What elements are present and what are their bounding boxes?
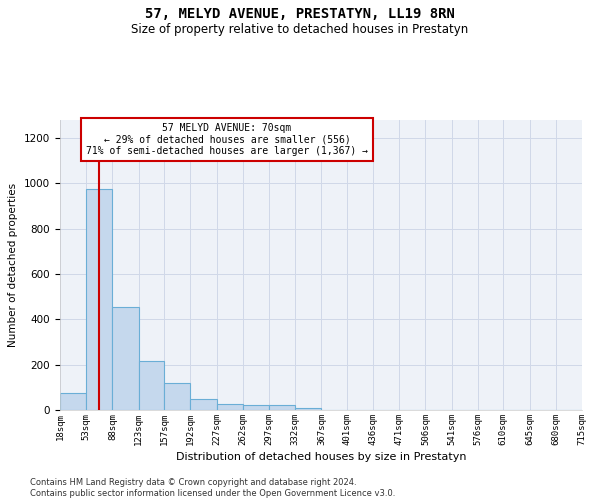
Bar [269, 406, 295, 410]
Bar [217, 404, 243, 410]
Bar [86, 189, 112, 410]
Text: Distribution of detached houses by size in Prestatyn: Distribution of detached houses by size … [176, 452, 466, 462]
Y-axis label: Number of detached properties: Number of detached properties [8, 183, 19, 347]
Bar [60, 393, 86, 410]
Bar [243, 406, 269, 410]
Bar [112, 307, 139, 410]
Bar [295, 408, 322, 410]
Text: 57 MELYD AVENUE: 70sqm
← 29% of detached houses are smaller (556)
71% of semi-de: 57 MELYD AVENUE: 70sqm ← 29% of detached… [86, 123, 368, 156]
Text: Contains HM Land Registry data © Crown copyright and database right 2024.
Contai: Contains HM Land Registry data © Crown c… [30, 478, 395, 498]
Bar [190, 398, 217, 410]
Text: 57, MELYD AVENUE, PRESTATYN, LL19 8RN: 57, MELYD AVENUE, PRESTATYN, LL19 8RN [145, 8, 455, 22]
Text: Size of property relative to detached houses in Prestatyn: Size of property relative to detached ho… [131, 22, 469, 36]
Bar [139, 362, 164, 410]
Bar [164, 383, 190, 410]
